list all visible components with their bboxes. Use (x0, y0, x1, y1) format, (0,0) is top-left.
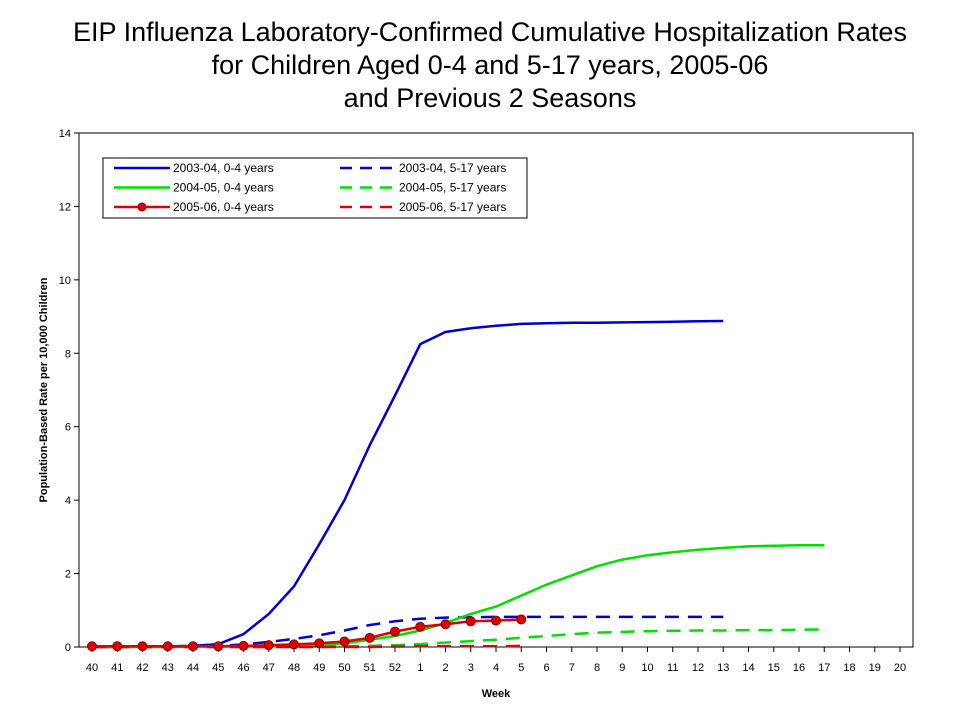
y-tick-label: 14 (59, 128, 71, 140)
y-tick-label: 10 (59, 275, 71, 287)
series-marker-4 (516, 614, 527, 625)
chart-title-line-2: for Children Aged 0-4 and 5-17 years, 20… (211, 50, 769, 80)
series-marker-4 (263, 640, 274, 651)
series-marker-4 (289, 639, 299, 650)
x-tick-label: 5 (518, 662, 524, 674)
chart-title-line-1: EIP Influenza Laboratory-Confirmed Cumul… (73, 17, 907, 47)
x-tick-label: 2 (442, 662, 448, 674)
plot-area (78, 132, 914, 648)
x-tick-label: 40 (86, 662, 98, 674)
legend-label-3: 2004-05, 5-17 years (399, 181, 506, 195)
x-axis-label: Week (482, 688, 511, 700)
series-marker-4 (87, 641, 97, 652)
legend-marker-4 (137, 202, 147, 212)
legend-label-5: 2005-06, 5-17 years (399, 200, 506, 214)
x-tick-label: 18 (843, 662, 855, 674)
series-marker-4 (162, 641, 173, 652)
legend-label-4: 2005-06, 0-4 years (173, 200, 274, 214)
x-tick-label: 42 (136, 662, 148, 674)
x-tick-label: 15 (768, 662, 780, 674)
x-tick-label: 14 (742, 662, 754, 674)
x-tick-label: 45 (212, 662, 224, 674)
x-tick-label: 43 (162, 662, 174, 674)
x-tick-label: 49 (313, 662, 325, 674)
series-marker-4 (415, 621, 426, 632)
series-marker-4 (137, 641, 148, 652)
y-tick-label: 12 (59, 201, 71, 213)
series-marker-4 (339, 636, 350, 647)
legend-label-1: 2003-04, 5-17 years (399, 161, 506, 175)
x-tick-label: 1 (417, 662, 423, 674)
x-tick-label: 50 (338, 662, 350, 674)
y-tick-label: 0 (65, 642, 71, 654)
series-marker-4 (238, 640, 249, 651)
x-tick-label: 13 (717, 662, 729, 674)
series-marker-4 (491, 615, 501, 626)
x-tick-label: 16 (793, 662, 805, 674)
x-tick-label: 48 (288, 662, 300, 674)
series-marker-4 (314, 638, 325, 649)
x-tick-label: 20 (894, 662, 906, 674)
x-tick-label: 7 (569, 662, 575, 674)
legend-label-2: 2004-05, 0-4 years (173, 181, 274, 195)
x-tick-label: 47 (263, 662, 275, 674)
chart-title-line-3: and Previous 2 Seasons (343, 83, 637, 113)
series-marker-4 (188, 641, 198, 652)
legend-box (102, 157, 528, 219)
series-marker-4 (213, 641, 224, 652)
x-tick-label: 3 (468, 662, 474, 674)
chart-title: EIP Influenza Laboratory-Confirmed Cumul… (0, 16, 960, 115)
y-tick-label: 4 (65, 495, 71, 507)
x-tick-label: 17 (818, 662, 830, 674)
x-tick-label: 9 (619, 662, 625, 674)
series-marker-4 (465, 616, 476, 627)
series-marker-4 (390, 626, 400, 637)
x-tick-label: 8 (594, 662, 600, 674)
y-axis-label: Population-Based Rate per 10,000 Childre… (38, 277, 50, 502)
x-tick-label: 10 (641, 662, 653, 674)
x-tick-label: 44 (187, 662, 199, 674)
x-tick-label: 11 (667, 662, 678, 674)
y-tick-label: 6 (65, 422, 71, 434)
x-tick-label: 51 (364, 662, 376, 674)
legend-label-0: 2003-04, 0-4 years (173, 161, 274, 175)
x-tick-label: 4 (493, 662, 499, 674)
y-tick-label: 8 (65, 348, 71, 360)
series-marker-4 (112, 641, 123, 652)
x-tick-label: 19 (869, 662, 881, 674)
series-marker-4 (440, 619, 451, 630)
x-tick-label: 52 (389, 662, 401, 674)
x-tick-label: 12 (692, 662, 704, 674)
legend: 2003-04, 0-4 years 2004-05, 0-4 years 2005… (102, 157, 528, 219)
series-marker-4 (364, 632, 375, 643)
x-tick-label: 41 (111, 662, 123, 674)
x-tick-label: 46 (237, 662, 249, 674)
x-tick-label: 6 (543, 662, 549, 674)
y-tick-label: 2 (65, 569, 71, 581)
